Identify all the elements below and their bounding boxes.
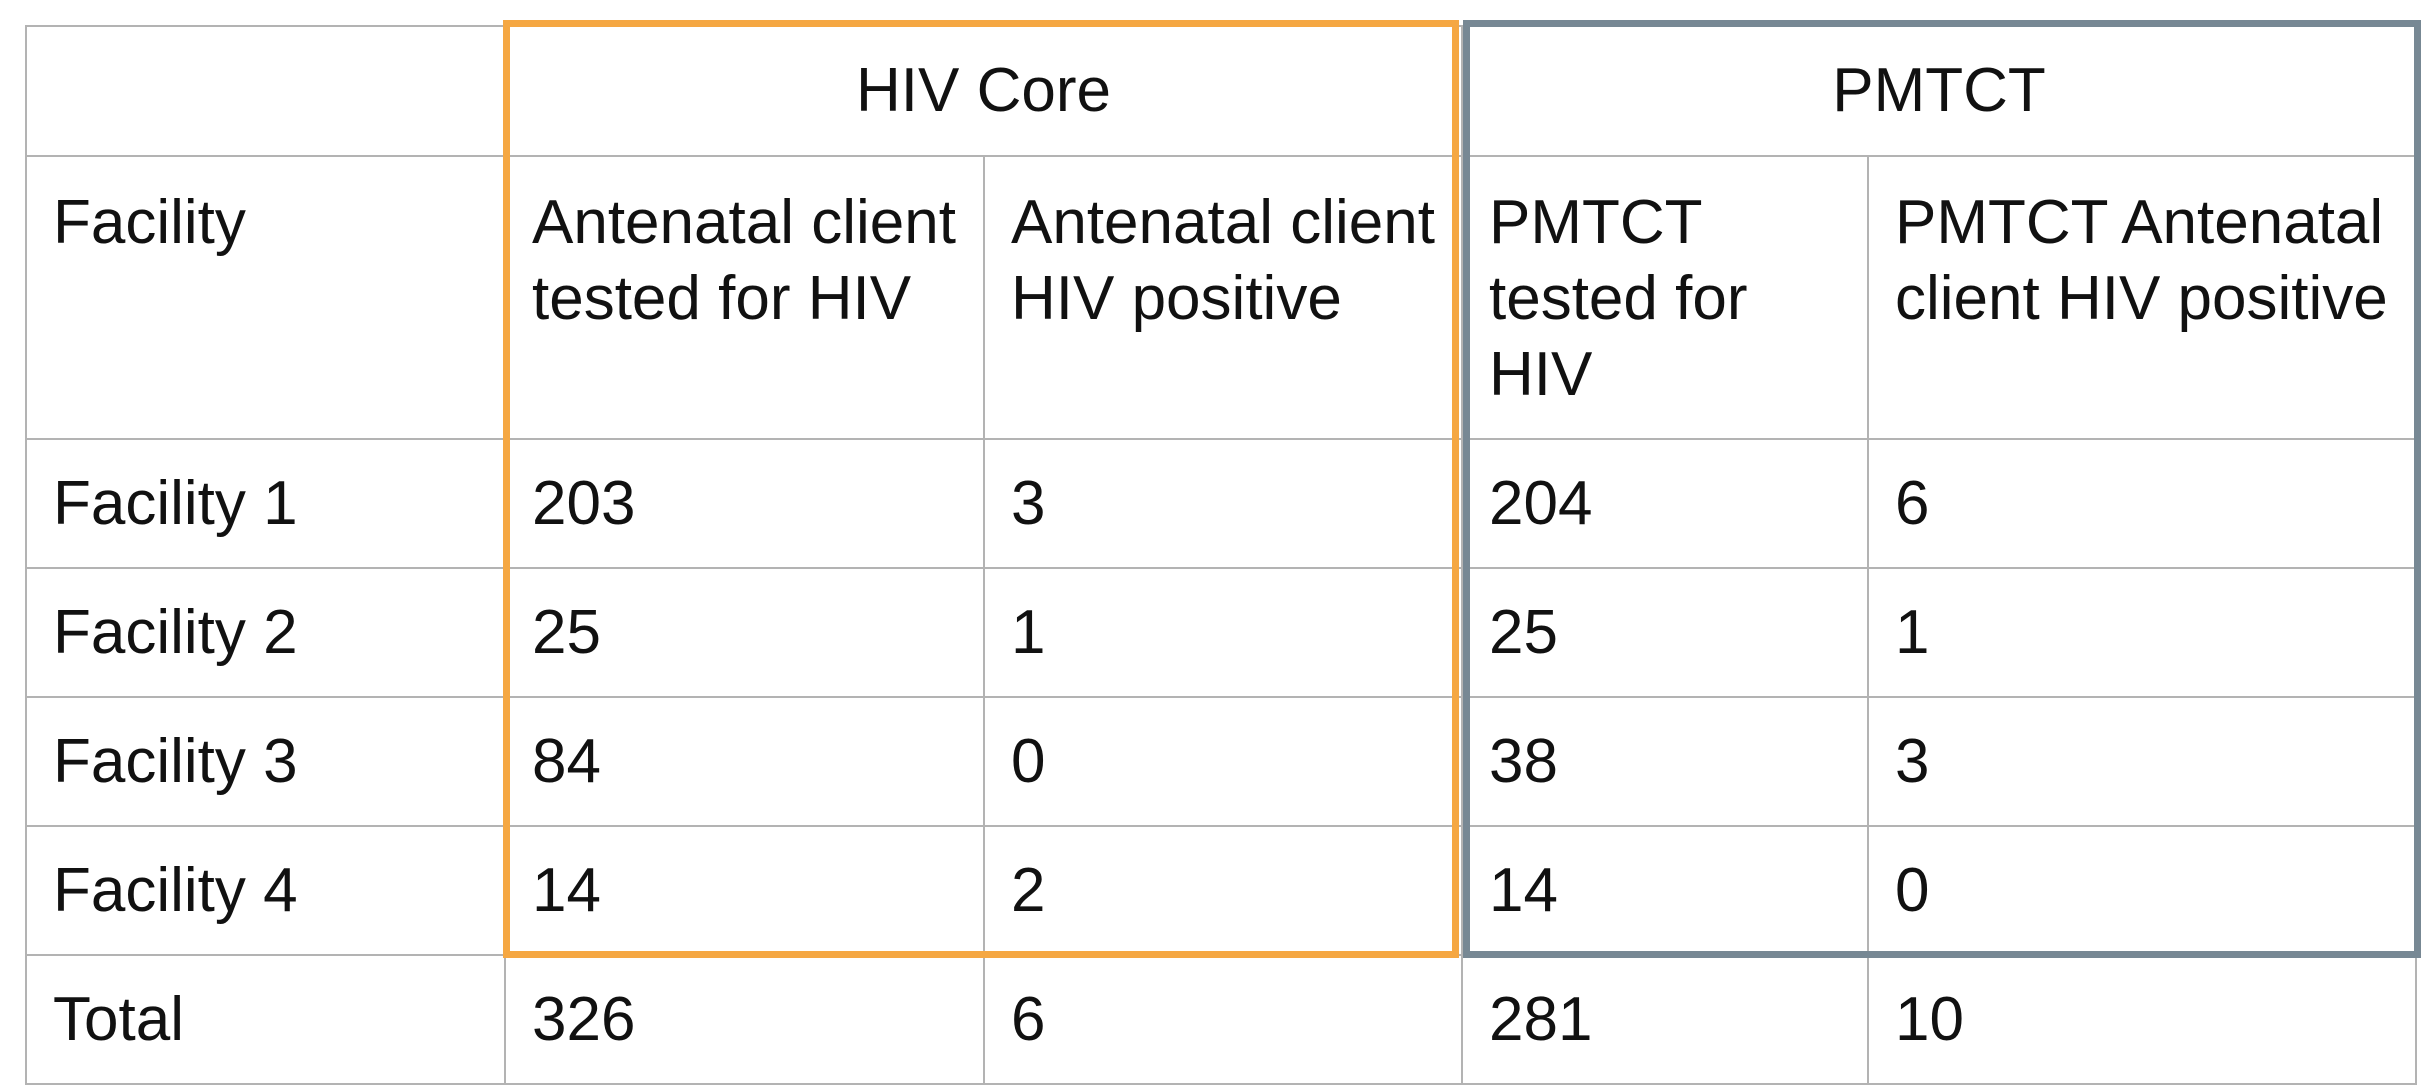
- antenatal-tested-cell: 203: [504, 438, 985, 569]
- facility-name-cell: Facility 3: [25, 696, 506, 827]
- total-antenatal-tested-cell: 326: [504, 954, 985, 1085]
- antenatal-tested-cell: 14: [504, 825, 985, 956]
- pmtct-positive-cell: 0: [1867, 825, 2417, 956]
- pmtct-positive-cell: 1: [1867, 567, 2417, 698]
- pmtct-tested-cell: 14: [1461, 825, 1869, 956]
- table-row: Facility 3 84 0 38 3: [25, 696, 2417, 827]
- column-header-antenatal-positive: Antenatal client HIV positive: [983, 155, 1463, 440]
- hiv-pmtct-table: HIV Core PMTCT Facility Antenatal client…: [25, 25, 2417, 1085]
- pmtct-tested-cell: 204: [1461, 438, 1869, 569]
- facility-name-cell: Facility 1: [25, 438, 506, 569]
- pmtct-tested-cell: 38: [1461, 696, 1869, 827]
- total-pmtct-positive-cell: 10: [1867, 954, 2417, 1085]
- table-row: Facility 1 203 3 204 6: [25, 438, 2417, 569]
- group-header-hiv-core: HIV Core: [504, 25, 1463, 157]
- empty-corner-cell: [25, 25, 506, 157]
- antenatal-tested-cell: 84: [504, 696, 985, 827]
- antenatal-positive-cell: 3: [983, 438, 1463, 569]
- group-header-row: HIV Core PMTCT: [25, 25, 2417, 157]
- antenatal-positive-cell: 0: [983, 696, 1463, 827]
- table-row: Facility 2 25 1 25 1: [25, 567, 2417, 698]
- group-header-pmtct: PMTCT: [1461, 25, 2417, 157]
- column-header-facility: Facility: [25, 155, 506, 440]
- column-header-pmtct-positive: PMTCT Antenatal client HIV positive: [1867, 155, 2417, 440]
- pmtct-positive-cell: 6: [1867, 438, 2417, 569]
- pmtct-positive-cell: 3: [1867, 696, 2417, 827]
- facility-name-cell: Facility 4: [25, 825, 506, 956]
- total-pmtct-tested-cell: 281: [1461, 954, 1869, 1085]
- total-row: Total 326 6 281 10: [25, 954, 2417, 1085]
- table-row: Facility 4 14 2 14 0: [25, 825, 2417, 956]
- column-header-pmtct-tested: PMTCT tested for HIV: [1461, 155, 1869, 440]
- total-label-cell: Total: [25, 954, 506, 1085]
- antenatal-positive-cell: 1: [983, 567, 1463, 698]
- data-table-container: HIV Core PMTCT Facility Antenatal client…: [25, 25, 2417, 1085]
- antenatal-tested-cell: 25: [504, 567, 985, 698]
- pmtct-tested-cell: 25: [1461, 567, 1869, 698]
- total-antenatal-positive-cell: 6: [983, 954, 1463, 1085]
- column-header-row: Facility Antenatal client tested for HIV…: [25, 155, 2417, 440]
- antenatal-positive-cell: 2: [983, 825, 1463, 956]
- column-header-antenatal-tested: Antenatal client tested for HIV: [504, 155, 985, 440]
- facility-name-cell: Facility 2: [25, 567, 506, 698]
